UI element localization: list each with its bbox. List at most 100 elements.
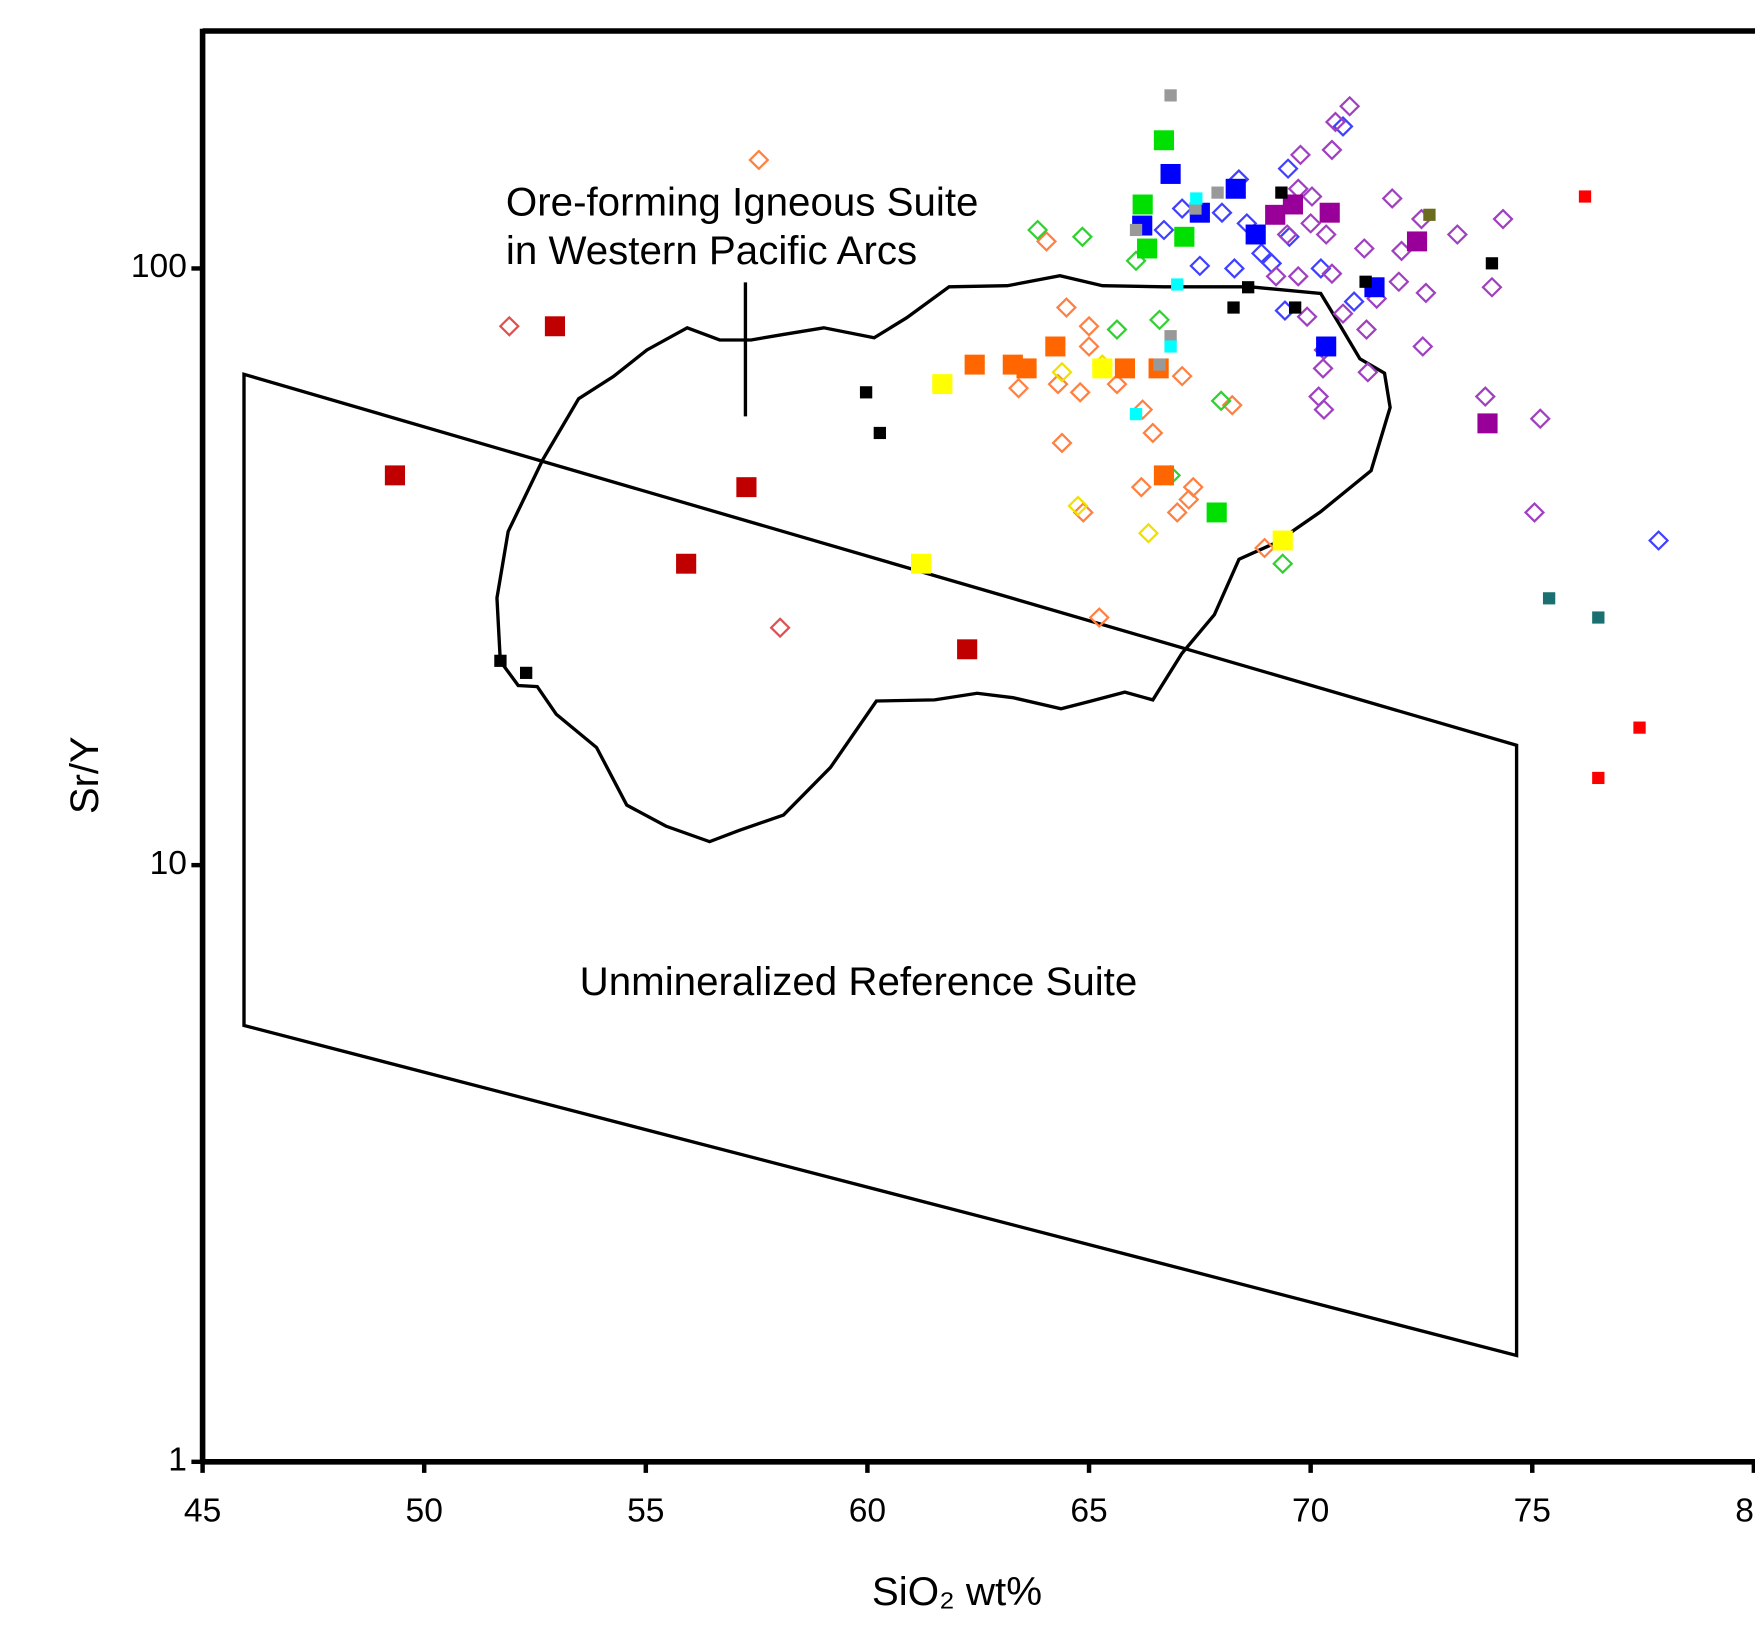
point — [1069, 381, 1091, 403]
point — [1578, 190, 1592, 203]
x-tick-label: 80 — [1735, 1493, 1755, 1530]
series — [1153, 115, 1670, 551]
point — [1289, 144, 1311, 166]
point — [1137, 522, 1159, 544]
annotation: in Western Pacific Arcs — [506, 229, 917, 273]
point — [1474, 386, 1496, 407]
point — [1072, 502, 1094, 523]
point — [1153, 358, 1166, 371]
y-tick-label: 1 — [168, 1442, 187, 1479]
point — [384, 465, 406, 486]
point — [1300, 212, 1322, 234]
point — [1388, 271, 1410, 293]
point — [1542, 592, 1556, 605]
point — [1648, 530, 1670, 551]
point — [1189, 255, 1211, 277]
point — [1190, 192, 1203, 205]
point — [1254, 537, 1276, 559]
point — [1282, 194, 1303, 215]
point — [1592, 611, 1605, 624]
point — [1045, 336, 1066, 357]
point — [1339, 95, 1361, 117]
ore-field — [495, 274, 1392, 844]
point — [519, 666, 533, 679]
point — [1287, 265, 1309, 287]
point — [1106, 373, 1128, 395]
point — [1114, 358, 1136, 379]
point — [769, 617, 791, 639]
point — [1343, 291, 1365, 313]
point — [1171, 365, 1193, 387]
point — [498, 315, 520, 337]
series — [1129, 89, 1224, 371]
point — [1332, 115, 1354, 137]
point — [676, 553, 697, 574]
point — [1092, 358, 1113, 379]
axes: 45 50 55 60 65 70 75 80 1 10 100 — [131, 248, 1755, 1529]
x-tick-label: 65 — [1070, 1493, 1107, 1530]
point — [1106, 319, 1128, 340]
point — [1129, 223, 1143, 237]
point — [932, 374, 953, 395]
point — [1245, 224, 1266, 245]
point — [1078, 315, 1100, 337]
point — [1477, 413, 1498, 434]
y-axis-label: Sr/Y — [63, 736, 107, 814]
point — [1130, 476, 1152, 498]
point — [1071, 226, 1093, 248]
series — [748, 149, 1276, 628]
point — [1355, 319, 1378, 340]
regions — [242, 274, 1519, 1358]
point — [1051, 432, 1073, 454]
annotation: Unmineralized Reference Suite — [580, 960, 1138, 1004]
point — [1321, 263, 1343, 285]
point — [1027, 219, 1049, 241]
frame — [199, 28, 1755, 1465]
y-tick-label: 100 — [131, 248, 187, 285]
series — [1132, 130, 1227, 523]
series — [964, 336, 1175, 486]
point — [736, 477, 757, 498]
point — [1164, 89, 1177, 102]
point — [1166, 502, 1188, 523]
point — [1275, 186, 1288, 199]
point — [1174, 226, 1195, 247]
point — [1277, 158, 1299, 180]
point — [1211, 186, 1224, 199]
annotation: Ore-forming Igneous Suite — [506, 181, 979, 225]
point — [1272, 553, 1294, 575]
point — [544, 316, 566, 337]
point — [1171, 278, 1184, 291]
point — [1164, 340, 1177, 353]
point — [1148, 309, 1171, 331]
point — [748, 149, 770, 171]
point — [1178, 489, 1200, 510]
point — [1321, 139, 1343, 161]
point — [494, 654, 507, 667]
series — [1265, 95, 1551, 523]
point — [1132, 399, 1154, 421]
point — [1153, 465, 1175, 486]
y-tick-label: 10 — [150, 845, 187, 882]
point — [1296, 306, 1318, 328]
point — [1276, 224, 1298, 245]
x-tick-label: 45 — [184, 1493, 221, 1530]
point — [1206, 502, 1227, 523]
point — [1132, 194, 1153, 215]
point — [1272, 530, 1293, 551]
point — [1265, 204, 1286, 225]
point — [1523, 502, 1546, 523]
point — [1035, 230, 1058, 252]
point — [1225, 178, 1246, 199]
x-tick-label: 55 — [627, 1493, 664, 1530]
point — [1357, 361, 1379, 383]
series — [498, 315, 791, 639]
point — [1633, 721, 1646, 734]
point — [1313, 399, 1335, 421]
x-axis-label: SiO₂ wt% — [872, 1570, 1042, 1614]
point — [1088, 607, 1110, 628]
point — [1221, 394, 1243, 416]
point — [1359, 275, 1372, 288]
point — [1406, 231, 1428, 252]
